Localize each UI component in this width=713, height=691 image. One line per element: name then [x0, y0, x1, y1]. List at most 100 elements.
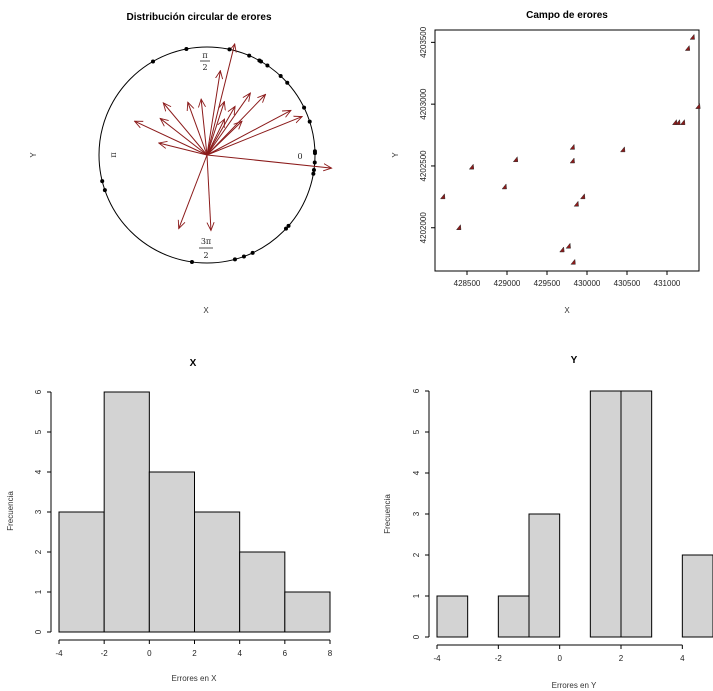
error-field-y-tick-label-3: 4203500 — [419, 26, 428, 58]
histogram-x-y-label: Frecuencia — [6, 491, 15, 531]
circular-points — [100, 46, 317, 264]
histogram-x-bars — [58, 391, 331, 633]
circular-point-9 — [265, 63, 270, 68]
histogram-x-x-tick-label-3: 2 — [192, 649, 197, 658]
circular-arrow-4 — [206, 93, 250, 156]
error-field-vector-3 — [501, 183, 507, 190]
error-field-y-tick-label-1: 4202500 — [419, 150, 428, 182]
error-field-vector-17 — [689, 33, 695, 40]
error-field-x-label: X — [564, 306, 570, 315]
error-field-vector-15 — [679, 119, 686, 125]
circular-arrow-14 — [159, 143, 208, 156]
circular-arrows — [135, 44, 332, 231]
histogram-x-y-tick-label-3: 3 — [34, 509, 43, 514]
circular-point-15 — [151, 59, 155, 64]
error-field-vector-18 — [695, 102, 701, 109]
histogram-y-x-tick-label-0: -4 — [433, 654, 441, 663]
circular-point-19 — [232, 257, 237, 262]
histogram-x-title: X — [190, 358, 197, 369]
histogram-y-bar-5 — [589, 390, 622, 638]
circular-arrow-8 — [206, 44, 235, 156]
histogram-x-x-tick-label-5: 6 — [283, 649, 288, 658]
histogram-x-bar-0 — [58, 511, 105, 633]
histogram-y-bar-3 — [528, 513, 561, 638]
angle-label-three-half-pi-num: 3π — [201, 237, 211, 246]
histogram-x-y-tick-label-6: 6 — [34, 389, 43, 394]
histogram-x-panel: X -4 -2 0 2 4 6 8 0 1 2 3 4 5 6 Errores en X Frecuen… — [6, 358, 333, 683]
circular-point-13 — [227, 47, 232, 52]
histogram-x-x-tick-label-2: 0 — [147, 649, 152, 658]
error-field-x-tick-label-2: 429500 — [534, 279, 561, 288]
error-field-y-label: Y — [391, 152, 400, 158]
circular-point-16 — [100, 179, 105, 184]
histogram-y-x-tick-label-4: 4 — [680, 654, 685, 663]
circular-plot-panel: Distribución circular de erores 0 π π 2 … — [29, 12, 332, 315]
error-field-vector-10 — [573, 200, 579, 207]
circular-plot-title: Distribución circular de erores — [126, 12, 271, 23]
circular-arrow-2 — [206, 110, 291, 156]
error-field-frame — [434, 29, 700, 272]
histogram-x-x-axis: -4 -2 0 2 4 6 8 — [55, 639, 333, 658]
histogram-x-x-tick-label-4: 4 — [237, 649, 242, 658]
circular-point-4 — [312, 149, 317, 154]
error-field-vector-5 — [559, 246, 565, 253]
histogram-y-y-tick-label-6: 6 — [412, 388, 421, 393]
error-field-vector-7 — [570, 258, 576, 265]
error-field-vector-6 — [565, 242, 571, 249]
circular-arrow-0 — [206, 154, 332, 168]
circular-point-23 — [286, 223, 291, 228]
histogram-x-bar-4 — [239, 551, 286, 633]
circular-point-8 — [278, 74, 283, 79]
error-field-vector-16 — [684, 44, 691, 51]
circular-point-22 — [283, 226, 288, 231]
angle-label-three-half-pi-den: 2 — [203, 251, 208, 260]
circular-point-5 — [307, 119, 312, 124]
circular-x-label: X — [203, 306, 209, 315]
histogram-y-panel: Y -4 -2 0 2 4 0 1 2 3 4 5 6 Errores en Y Frecuenci… — [383, 355, 713, 690]
error-field-y-tick-label-2: 4203000 — [419, 88, 428, 120]
error-field-vector-12 — [619, 146, 626, 153]
histogram-y-y-tick-label-3: 3 — [412, 511, 421, 516]
circular-point-1 — [311, 168, 316, 173]
circular-arrow-13 — [160, 118, 208, 156]
error-field-vector-1 — [455, 224, 462, 230]
histogram-x-x-tick-label-1: -2 — [101, 649, 109, 658]
circular-point-17 — [102, 188, 107, 193]
error-field-x-tick-label-3: 430000 — [574, 279, 601, 288]
histogram-y-x-tick-label-2: 0 — [557, 654, 562, 663]
circular-point-7 — [285, 80, 290, 85]
error-field-vector-13 — [671, 119, 678, 125]
error-field-title: Campo de erores — [526, 10, 608, 21]
error-field-x-tick-label-0: 428500 — [454, 279, 481, 288]
histogram-x-x-tick-label-0: -4 — [55, 649, 63, 658]
circular-arrow-6 — [206, 119, 225, 156]
circular-arrow-16 — [179, 154, 208, 229]
error-field-vector-14 — [675, 119, 681, 125]
circular-point-2 — [312, 160, 317, 165]
circular-arrow-12 — [163, 103, 208, 156]
error-field-vectors — [439, 33, 701, 265]
circular-arrow-10 — [201, 99, 208, 156]
circular-point-20 — [241, 254, 246, 259]
error-field-x-axis: 428500 429000 429500 430000 430500 431000 — [454, 271, 681, 288]
angle-label-pi: π — [109, 152, 118, 157]
error-field-vector-8 — [569, 143, 575, 150]
histogram-y-bar-0 — [436, 595, 469, 638]
histogram-y-bar-6 — [620, 390, 653, 638]
histogram-x-x-tick-label-6: 8 — [328, 649, 333, 658]
circular-arrow-18 — [206, 121, 242, 156]
circular-arrow-15 — [135, 121, 208, 156]
histogram-x-y-tick-label-1: 1 — [34, 589, 43, 594]
histogram-y-y-tick-label-1: 1 — [412, 593, 421, 598]
histogram-x-y-tick-label-2: 2 — [34, 549, 43, 554]
error-field-vector-0 — [439, 193, 446, 200]
circular-arrow-1 — [206, 117, 302, 156]
histogram-y-x-axis: -4 -2 0 2 4 — [433, 644, 685, 663]
error-field-panel: Campo de erores 428500 429000 429500 430000… — [391, 10, 701, 315]
histogram-y-bar-8 — [681, 554, 713, 638]
error-field-vector-9 — [569, 157, 575, 164]
error-field-x-tick-label-5: 431000 — [654, 279, 681, 288]
circular-point-12 — [247, 53, 252, 58]
histogram-y-x-tick-label-3: 2 — [619, 654, 624, 663]
error-field-vector-2 — [468, 163, 475, 170]
